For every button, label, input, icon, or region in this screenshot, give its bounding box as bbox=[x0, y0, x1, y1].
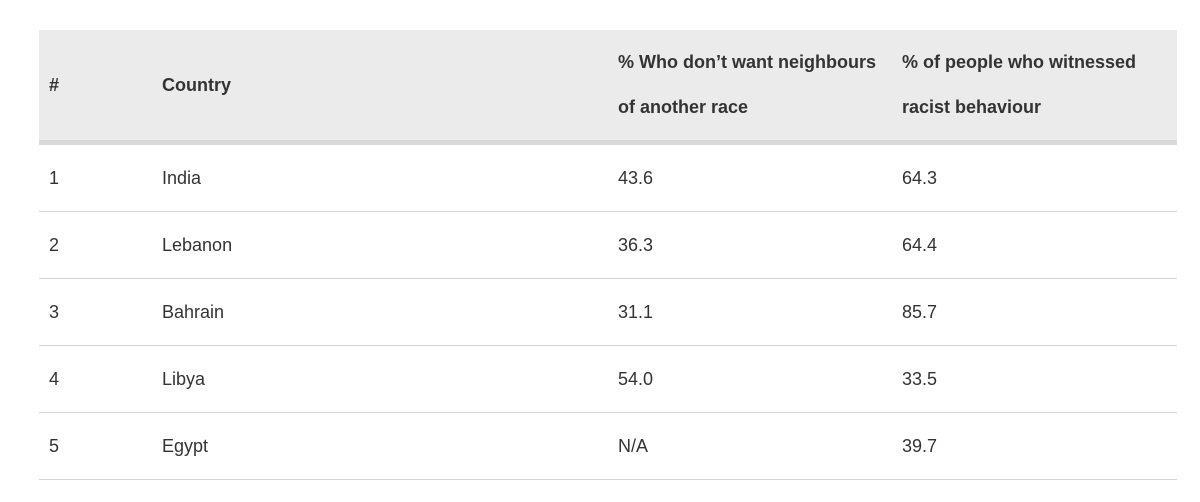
table-row: 1 India 43.6 64.3 bbox=[39, 145, 1177, 212]
table: # Country % Who don’t want neighbours of a… bbox=[39, 30, 1177, 480]
table-row: 2 Lebanon 36.3 64.4 bbox=[39, 212, 1177, 279]
table-header: # Country % Who don’t want neighbours of a… bbox=[39, 30, 1177, 145]
table-cell: 31.1 bbox=[618, 301, 654, 322]
header-cell: % of people who witnessed racist behavio… bbox=[902, 52, 1137, 117]
table-cell: 4 bbox=[49, 368, 60, 389]
table-row: 5 Egypt N/A 39.7 bbox=[39, 413, 1177, 480]
table-cell: 1 bbox=[49, 167, 60, 188]
table-cell: 5 bbox=[49, 435, 60, 456]
table-cell: 64.3 bbox=[902, 167, 938, 188]
header-cell: % Who don’t want neighbours of another r… bbox=[618, 52, 876, 117]
table-cell: Egypt bbox=[162, 435, 209, 456]
table-cell: 85.7 bbox=[902, 301, 938, 322]
table-cell: Bahrain bbox=[162, 301, 225, 322]
table-cell: 33.5 bbox=[902, 368, 938, 389]
table-cell: India bbox=[162, 167, 202, 188]
table-cell: 2 bbox=[49, 234, 60, 255]
table-row: 3 Bahrain 31.1 85.7 bbox=[39, 279, 1177, 346]
table-cell: N/A bbox=[618, 435, 649, 456]
header-cell: Country bbox=[162, 74, 231, 95]
table-cell: 64.4 bbox=[902, 234, 938, 255]
table-cell: 39.7 bbox=[902, 435, 938, 456]
table-cell: Libya bbox=[162, 368, 206, 389]
table-cell: 36.3 bbox=[618, 234, 654, 255]
table-cell: 43.6 bbox=[618, 167, 654, 188]
table-cell: Lebanon bbox=[162, 234, 233, 255]
table-cell: 3 bbox=[49, 301, 60, 322]
header-cell: # bbox=[49, 74, 60, 95]
table-cell: 54.0 bbox=[618, 368, 654, 389]
table-row: 4 Libya 54.0 33.5 bbox=[39, 346, 1177, 413]
